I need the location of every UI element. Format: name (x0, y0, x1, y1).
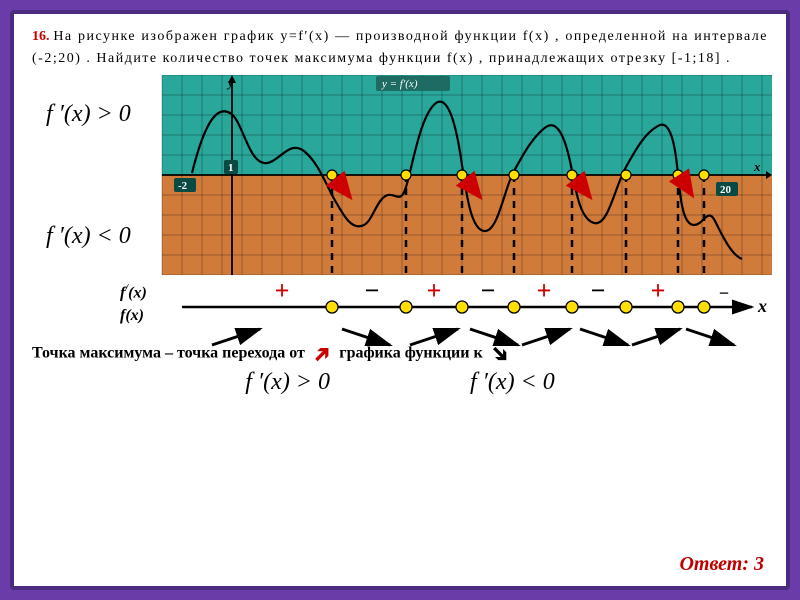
slide-frame: 16. На рисунке изображен график y=f′(x) … (10, 10, 790, 590)
svg-text:+: + (651, 277, 666, 305)
f-label: f(x) (120, 307, 144, 325)
svg-text:+: + (275, 277, 290, 305)
svg-text:1: 1 (228, 162, 234, 174)
svg-text:x: x (753, 159, 761, 174)
derivative-chart: y y = f′(x) -2 1 20 x (32, 75, 772, 275)
problem-text: 16. На рисунке изображен график y=f′(x) … (32, 26, 768, 69)
svg-text:20: 20 (720, 184, 732, 196)
fprime-label: f/(x) (120, 283, 147, 302)
svg-text:−: − (365, 277, 380, 305)
chart-container: y y = f′(x) -2 1 20 x f ′(x) > 0 f ′(x) < 0 (32, 75, 768, 275)
svg-text:−: − (591, 277, 606, 305)
formula-pos: f ′(x) > 0 (46, 101, 131, 128)
svg-text:-2: -2 (178, 180, 188, 192)
svg-text:+: + (537, 277, 552, 305)
problem-body: На рисунке изображен график y=f′(x) — пр… (32, 29, 768, 66)
formula-neg: f ′(x) < 0 (46, 223, 131, 250)
problem-number: 16. (32, 29, 50, 44)
inequality-row: f ′(x) > 0 f ′(x) < 0 (32, 369, 768, 396)
svg-text:y: y (226, 75, 234, 90)
svg-text:−: − (719, 283, 729, 303)
svg-text:−: − (481, 277, 496, 305)
answer-text: Ответ: 3 (679, 553, 764, 576)
ineq-neg: f ′(x) < 0 (470, 369, 555, 396)
svg-text:y = f′(x): y = f′(x) (381, 78, 418, 90)
svg-text:x: x (757, 296, 767, 316)
sign-line-block: f/(x) f(x) x + − + − + − + − (32, 277, 768, 337)
svg-text:+: + (427, 277, 442, 305)
ineq-pos: f ′(x) > 0 (245, 369, 330, 396)
